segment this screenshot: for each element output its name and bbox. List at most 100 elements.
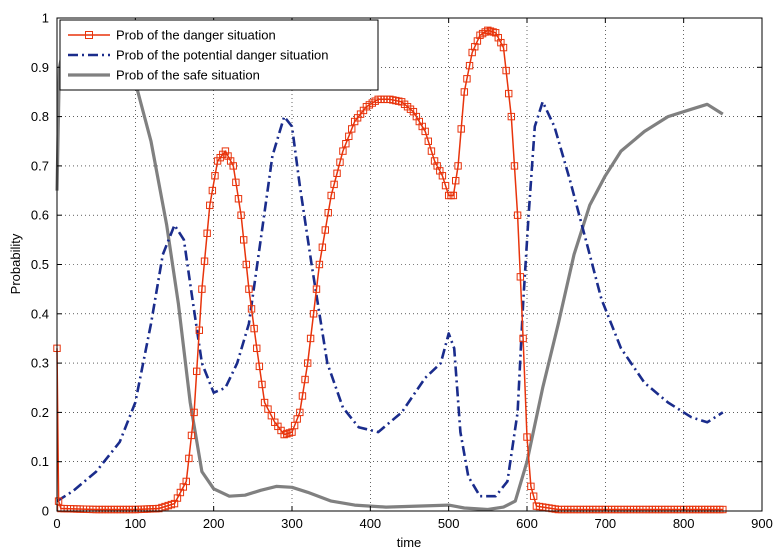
data-point (519, 334, 527, 343)
ticks: 0 100 200 300 400 500 600 700 800 900 0 0.1 0.2 0.3 0.… (31, 11, 773, 532)
y-tick-label: 0.3 (31, 356, 49, 371)
data-point (280, 430, 288, 439)
data-point (245, 285, 253, 293)
data-point (502, 66, 510, 75)
data-point (321, 226, 329, 234)
legend-label: Prob of the potential danger situation (116, 48, 328, 63)
x-axis-label: time (397, 535, 422, 550)
data-point (516, 273, 525, 281)
data-point (345, 132, 353, 141)
data-point (208, 186, 217, 195)
data-point (195, 326, 204, 334)
data-point (491, 29, 500, 37)
data-point (232, 178, 240, 187)
data-point (185, 454, 193, 463)
data-point (237, 211, 245, 219)
data-point (457, 125, 465, 133)
data-point (348, 125, 356, 133)
y-axis-label: Probability (8, 233, 23, 294)
data-point (424, 137, 433, 145)
data-point (206, 201, 214, 210)
y-tick-label: 0.8 (31, 109, 49, 124)
data-point (481, 28, 489, 36)
data-point (452, 176, 460, 185)
x-tick-label: 200 (203, 516, 225, 531)
data-point (306, 334, 315, 343)
data-point (258, 380, 266, 389)
data-point (473, 37, 482, 45)
data-point (438, 172, 447, 180)
data-point (309, 310, 318, 318)
data-point (510, 162, 519, 170)
data-point (200, 257, 209, 265)
series-2 (56, 100, 724, 503)
data-point (449, 191, 458, 200)
data-point (497, 38, 505, 47)
series-1 (53, 26, 727, 514)
legend-marker (85, 31, 93, 39)
data-point (513, 211, 522, 219)
data-point (182, 477, 190, 486)
data-point (463, 75, 471, 83)
data-point (430, 157, 439, 165)
data-point (489, 28, 497, 36)
y-tick-label: 0.4 (31, 306, 49, 321)
grid (57, 18, 762, 511)
data-point (318, 243, 327, 251)
data-point (301, 375, 309, 384)
x-tick-label: 300 (281, 516, 303, 531)
series-line (56, 100, 724, 503)
data-point (421, 127, 429, 136)
legend: Prob of the danger situation Prob of the … (59, 19, 379, 91)
data-point (336, 158, 344, 166)
data-point (234, 195, 243, 203)
data-point (187, 431, 196, 440)
data-point (427, 147, 436, 155)
data-point (324, 209, 332, 217)
data-point (529, 492, 538, 500)
y-tick-label: 0.1 (31, 454, 49, 469)
data-point (242, 260, 251, 269)
y-tick-label: 0.2 (31, 405, 49, 420)
y-tick-label: 0.6 (31, 208, 49, 223)
y-tick-label: 0 (42, 504, 49, 519)
data-point (327, 191, 335, 200)
data-point (298, 392, 307, 400)
data-point (211, 172, 219, 180)
legend-item: Prob of the potential danger situation (68, 48, 328, 63)
data-point (433, 162, 441, 170)
data-point (486, 27, 495, 35)
data-point (285, 429, 294, 437)
x-tick-label: 500 (438, 516, 460, 531)
data-point (339, 147, 347, 155)
data-point (303, 359, 312, 367)
x-tick-label: 600 (516, 516, 538, 531)
legend-label: Prob of the safe situation (116, 68, 260, 83)
data-point (507, 112, 516, 121)
data-point (239, 236, 248, 244)
x-tick-label: 0 (53, 516, 60, 531)
data-point (221, 147, 230, 155)
data-point (465, 61, 474, 70)
y-tick-label: 0.5 (31, 257, 49, 272)
data-point (203, 229, 211, 237)
data-point (454, 162, 462, 170)
data-point (523, 433, 531, 441)
legend-box (59, 19, 379, 91)
legend-label: Prob of the danger situation (116, 28, 276, 43)
data-point (296, 408, 304, 417)
x-tick-label: 800 (673, 516, 695, 531)
data-point (471, 43, 479, 51)
data-point (484, 26, 492, 35)
data-point (436, 167, 444, 175)
data-point (250, 324, 258, 333)
y-tick-label: 1 (42, 11, 49, 26)
data-point (441, 181, 450, 190)
data-point (190, 408, 198, 417)
data-point (198, 285, 206, 293)
y-tick-label: 0.7 (31, 158, 49, 173)
data-point (255, 362, 264, 371)
data-point (342, 140, 350, 148)
legend-item: Prob of the danger situation (68, 28, 276, 43)
